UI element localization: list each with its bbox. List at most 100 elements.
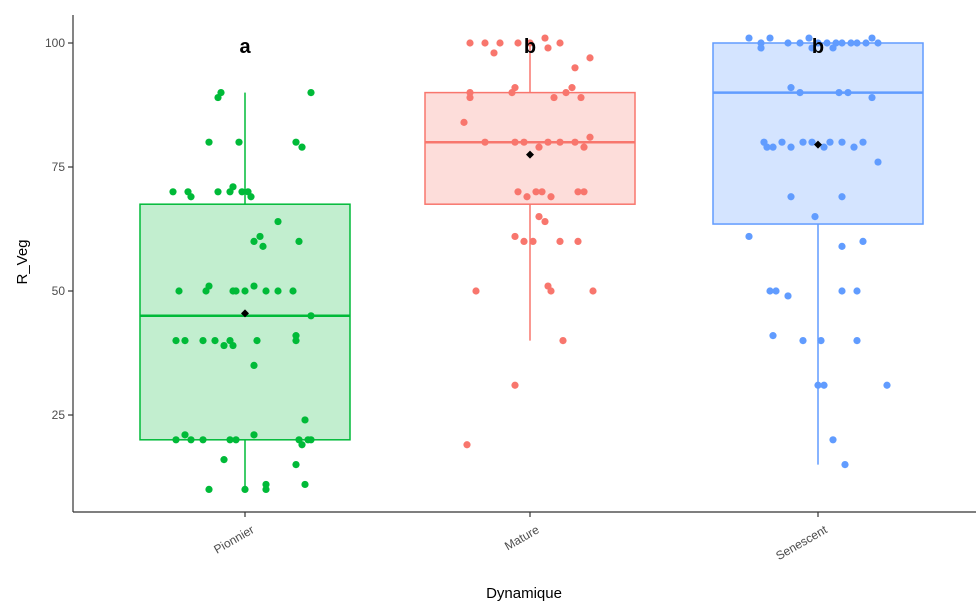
x-tick-label-senescent: Senescent	[773, 522, 830, 563]
data-point	[814, 381, 822, 389]
data-point	[589, 287, 597, 295]
data-point	[571, 138, 579, 146]
mean-marker	[814, 140, 822, 149]
data-point	[838, 39, 846, 47]
data-point	[211, 337, 219, 345]
y-axis-title: R_Veg	[14, 239, 31, 284]
data-point	[808, 138, 816, 146]
y-tick-label: 75	[52, 160, 66, 174]
mean-marker	[526, 150, 534, 159]
data-point	[823, 39, 831, 47]
y-axis-ticks: 25 50 75 100	[45, 36, 73, 422]
data-point	[523, 193, 531, 201]
x-tick-label-pionnier: Pionnier	[211, 522, 256, 556]
data-point	[298, 441, 306, 449]
data-point	[307, 89, 315, 97]
data-point	[238, 188, 246, 196]
data-point	[292, 461, 300, 469]
data-point	[172, 337, 180, 345]
data-point	[250, 361, 258, 369]
data-point	[784, 39, 792, 47]
data-point	[274, 287, 282, 295]
data-point	[580, 143, 588, 151]
data-point	[466, 89, 474, 97]
box-group-pionnier: a	[139, 36, 351, 493]
data-point	[181, 337, 189, 345]
data-point	[250, 282, 258, 290]
data-point	[814, 39, 822, 47]
data-point	[556, 138, 564, 146]
data-point	[529, 237, 537, 245]
data-point	[511, 84, 519, 92]
data-point	[859, 138, 867, 146]
data-point	[259, 242, 267, 250]
data-point	[229, 341, 237, 350]
box-group-senescent: b	[712, 34, 924, 469]
box-iqr	[712, 42, 924, 225]
data-point	[511, 381, 519, 389]
data-point	[172, 436, 180, 444]
data-point	[250, 431, 258, 439]
data-point	[571, 64, 579, 72]
data-point	[301, 480, 309, 489]
data-point	[262, 287, 270, 295]
data-point	[187, 193, 195, 201]
data-point	[289, 287, 297, 295]
data-point	[868, 34, 876, 42]
data-point	[463, 441, 471, 449]
data-point	[241, 485, 249, 493]
data-point	[298, 143, 306, 151]
data-point	[796, 89, 804, 97]
data-point	[232, 287, 240, 295]
data-point	[847, 39, 855, 47]
data-point	[169, 188, 177, 196]
data-point	[547, 193, 555, 201]
data-point	[853, 287, 861, 295]
data-point	[538, 188, 546, 196]
data-point	[544, 44, 552, 52]
data-point	[811, 213, 819, 221]
x-axis-title: Dynamique	[486, 585, 562, 601]
data-point	[868, 93, 876, 102]
data-point	[757, 39, 765, 47]
data-point	[292, 138, 300, 146]
data-point	[772, 287, 780, 295]
data-point	[835, 89, 843, 97]
data-point	[844, 89, 852, 97]
data-point	[511, 232, 519, 241]
data-point	[826, 138, 834, 146]
data-point	[520, 138, 528, 146]
data-point	[799, 337, 807, 345]
data-point	[838, 138, 846, 146]
x-axis-ticks: Pionnier Mature Senescent	[211, 512, 830, 563]
data-point	[481, 138, 489, 146]
data-point	[769, 143, 777, 151]
data-point	[235, 138, 243, 146]
data-point	[817, 337, 825, 345]
data-point	[250, 237, 258, 245]
data-point	[766, 287, 774, 295]
data-point	[841, 461, 849, 469]
data-point	[466, 93, 474, 102]
data-point	[787, 84, 795, 92]
box-iqr	[139, 203, 351, 441]
data-point	[220, 341, 228, 350]
y-tick-label: 50	[52, 284, 66, 298]
data-point	[556, 237, 564, 245]
data-point	[514, 39, 522, 47]
data-point	[778, 138, 786, 146]
data-point	[805, 34, 813, 42]
data-point	[253, 337, 261, 345]
data-point	[262, 480, 270, 489]
data-point	[568, 84, 576, 92]
data-point	[520, 237, 528, 245]
data-point	[490, 49, 498, 57]
data-point	[853, 39, 861, 47]
significance-letter: a	[239, 36, 251, 58]
data-point	[214, 93, 222, 102]
data-point	[838, 193, 846, 201]
data-point	[205, 282, 213, 290]
data-point	[526, 39, 534, 47]
data-point	[787, 143, 795, 151]
